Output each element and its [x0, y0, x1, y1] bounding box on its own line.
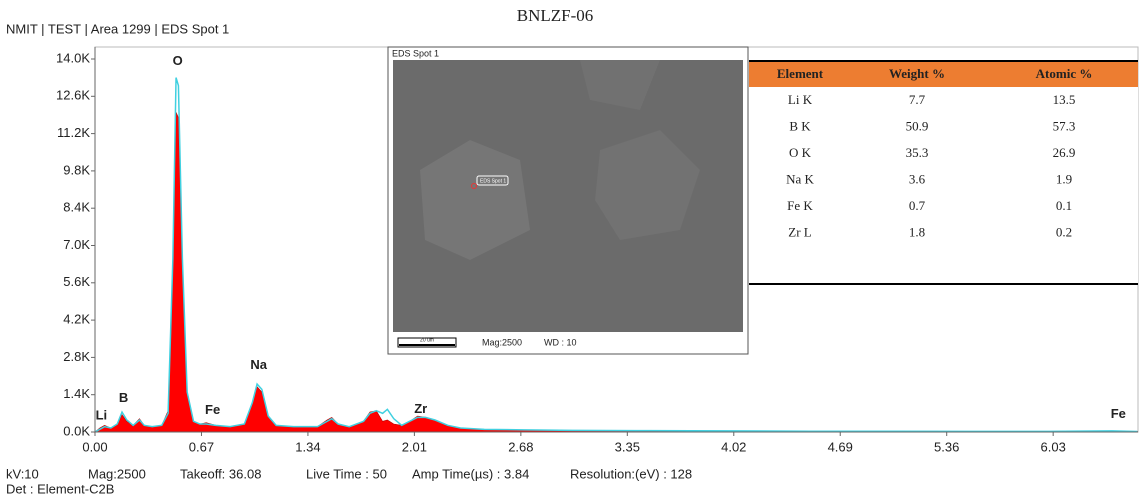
x-tick-label: 0.67	[189, 439, 214, 454]
x-tick-label: 4.02	[721, 439, 746, 454]
screen: NMIT | TEST | Area 1299 | EDS Spot 1 BNL…	[0, 0, 1143, 502]
spot-label: EDS Spot 1	[480, 178, 506, 184]
x-tick-label: 0.00	[82, 439, 107, 454]
result-table: Element Weight % Atomic % Li K 7.7 13.5 B K 50.…	[749, 61, 1138, 285]
inset-mag: Mag:2500	[482, 337, 522, 347]
sample-name: BNLZF-06	[517, 6, 594, 25]
header-title: NMIT | TEST | Area 1299 | EDS Spot 1	[6, 21, 229, 36]
footer-item: Takeoff: 36.08	[180, 466, 261, 481]
peak-label: Na	[250, 357, 267, 372]
peak-label: Zr	[414, 401, 427, 416]
peak-label: Fe	[1111, 406, 1126, 421]
y-tick-label: 4.2K	[63, 312, 90, 327]
inset-wd: WD : 10	[544, 337, 577, 347]
table-cell: Zr L	[788, 224, 812, 239]
footer-item: Resolution:(eV) : 128	[570, 466, 692, 481]
footer-item: Live Time : 50	[306, 466, 387, 481]
scale-bar	[399, 344, 455, 346]
table-cell: 0.2	[1056, 224, 1072, 239]
y-tick-label: 7.0K	[63, 237, 90, 252]
table-cell: 50.9	[906, 118, 929, 133]
x-tick-label: 2.68	[508, 439, 533, 454]
x-tick-label: 6.03	[1041, 439, 1066, 454]
table-cell: B K	[789, 118, 811, 133]
y-tick-label: 0.0K	[63, 423, 90, 438]
inset: EDS Spot 1 EDS Spot 1 20 um Mag:2500 WD …	[388, 47, 748, 354]
table-cell: Na K	[786, 171, 814, 186]
peak-label: Li	[96, 407, 108, 422]
y-tick-label: 2.8K	[63, 349, 90, 364]
table-cell: 1.8	[909, 224, 925, 239]
scale-bar-label: 20 um	[420, 337, 434, 343]
peak-label: Fe	[205, 402, 220, 417]
y-tick-label: 11.2K	[57, 125, 90, 140]
x-tick-label: 5.36	[934, 439, 959, 454]
peak-label: B	[119, 390, 128, 405]
table-cell: 26.9	[1053, 145, 1076, 160]
table-cell: Li K	[788, 92, 813, 107]
y-tick-label: 5.6K	[63, 274, 90, 289]
table-cell: 7.7	[909, 92, 926, 107]
footer-item: Mag:2500	[88, 466, 146, 481]
y-tick-label: 12.6K	[56, 88, 90, 103]
table-cell: 0.7	[909, 198, 926, 213]
x-tick-label: 1.34	[295, 439, 320, 454]
page: {"header": {"title": "NMIT | TEST | Area…	[0, 0, 1143, 502]
table-cell: 0.1	[1056, 198, 1072, 213]
inset-title: EDS Spot 1	[392, 48, 439, 58]
table-header-cell: Element	[777, 66, 824, 81]
table-cell: 35.3	[906, 145, 929, 160]
peak-label: O	[173, 53, 183, 68]
x-tick-label: 2.01	[402, 439, 427, 454]
y-tick-label: 8.4K	[63, 200, 90, 215]
table-header-cell: Atomic %	[1036, 66, 1093, 81]
table-cell: 13.5	[1053, 92, 1076, 107]
footer-item: Amp Time(µs) : 3.84	[412, 466, 529, 481]
table-cell: Fe K	[787, 198, 813, 213]
x-tick-label: 3.35	[615, 439, 640, 454]
table-cell: 1.9	[1056, 171, 1072, 186]
table-cell: 57.3	[1053, 118, 1076, 133]
table-header-cell: Weight %	[889, 66, 945, 81]
table-cell: 3.6	[909, 171, 926, 186]
x-tick-label: 4.69	[828, 439, 853, 454]
footer-item: kV:10	[6, 466, 39, 481]
y-tick-label: 14.0K	[56, 50, 90, 65]
y-tick-label: 9.8K	[63, 162, 90, 177]
y-tick-label: 1.4K	[63, 386, 90, 401]
table-cell: O K	[789, 145, 812, 160]
footer-detector: Det : Element-C2B	[6, 481, 114, 496]
